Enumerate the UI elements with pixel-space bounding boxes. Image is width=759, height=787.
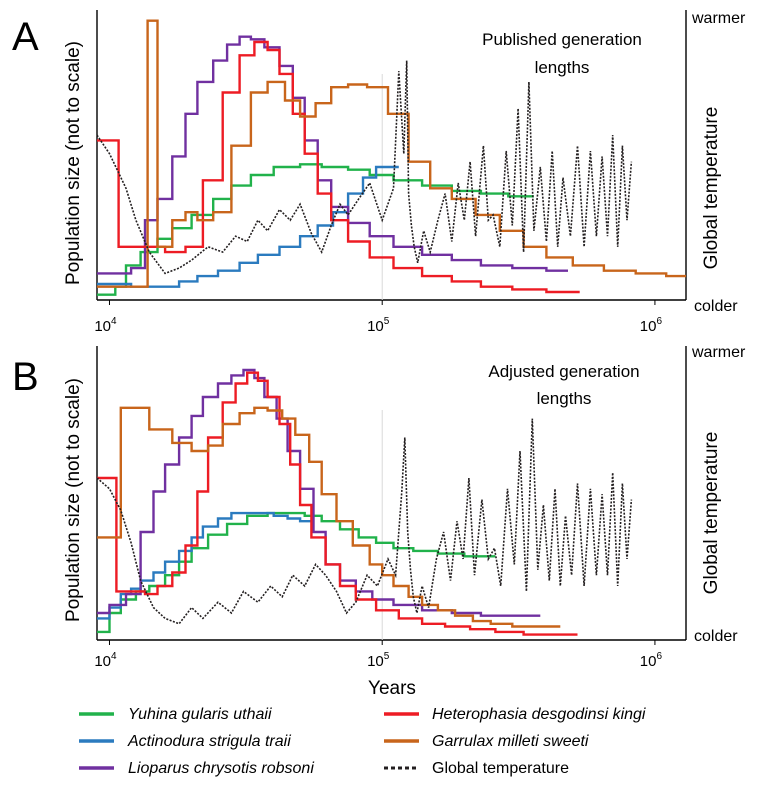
legend-label-yuhina: Yuhina gularis uthaii	[128, 706, 272, 723]
series-line-actinodura-strigula-traii	[97, 165, 399, 288]
right-axis-label: Global temperature	[701, 432, 722, 595]
series-line-actinodura-strigula-traii	[97, 511, 314, 620]
series-line-global-temperature	[96, 418, 633, 625]
legend-label-temperature: Global temperature	[432, 760, 569, 777]
right-axis-label: Global temperature	[701, 107, 722, 270]
series-line-lioparus-chrysotis-robsoni	[97, 368, 541, 617]
series-line-heterophasia-desgodinsi-kingi	[97, 371, 578, 636]
warmer-label: warmer	[691, 10, 746, 27]
x-tick-label: 104	[94, 651, 117, 670]
x-tick-label: 105	[367, 316, 390, 335]
colder-label: colder	[694, 628, 738, 645]
series-line-yuhina-gularis-uthaii	[97, 163, 534, 296]
x-tick-label: 106	[640, 651, 663, 670]
x-tick-label: 105	[367, 651, 390, 670]
x-tick-label: 104	[94, 316, 117, 335]
panel-annotation-line1: Adjusted generation	[488, 362, 639, 381]
panel-annotation-line2: lengths	[537, 389, 592, 408]
y-axis-label: Population size (not to scale)	[63, 378, 84, 622]
panel-letter: B	[12, 355, 39, 399]
panel-a: 104 105 106 A Published generation lengths war…	[12, 10, 746, 335]
series-line-heterophasia-desgodinsi-kingi	[97, 40, 580, 294]
panel-annotation-line1: Published generation	[482, 30, 642, 49]
legend-label-garrulax: Garrulax milleti sweeti	[432, 733, 589, 750]
legend-label-heterophasia: Heterophasia desgodinsi kingi	[432, 706, 646, 723]
warmer-label: warmer	[691, 344, 746, 361]
panel-letter: A	[12, 15, 39, 59]
y-axis-label: Population size (not to scale)	[63, 41, 84, 285]
x-axis-label: Years	[368, 678, 416, 699]
legend-label-actinodura: Actinodura strigula traii	[127, 733, 291, 750]
x-tick-label: 106	[640, 316, 663, 335]
colder-label: colder	[694, 298, 738, 315]
series-line-yuhina-gularis-uthaii	[97, 511, 496, 634]
legend-label-lioparus: Lioparus chrysotis robsoni	[128, 760, 314, 777]
series-line-garrulax-milleti-sweeti	[97, 406, 561, 628]
panel-b: 104 105 106 B Adjusted generation lengths warm…	[12, 344, 746, 670]
legend: Yuhina gularis uthaii Heterophasia desgod…	[79, 706, 646, 777]
series-line-global-temperature	[96, 60, 633, 275]
panel-annotation-line2: lengths	[535, 58, 590, 77]
series-line-garrulax-milleti-sweeti	[97, 19, 686, 288]
